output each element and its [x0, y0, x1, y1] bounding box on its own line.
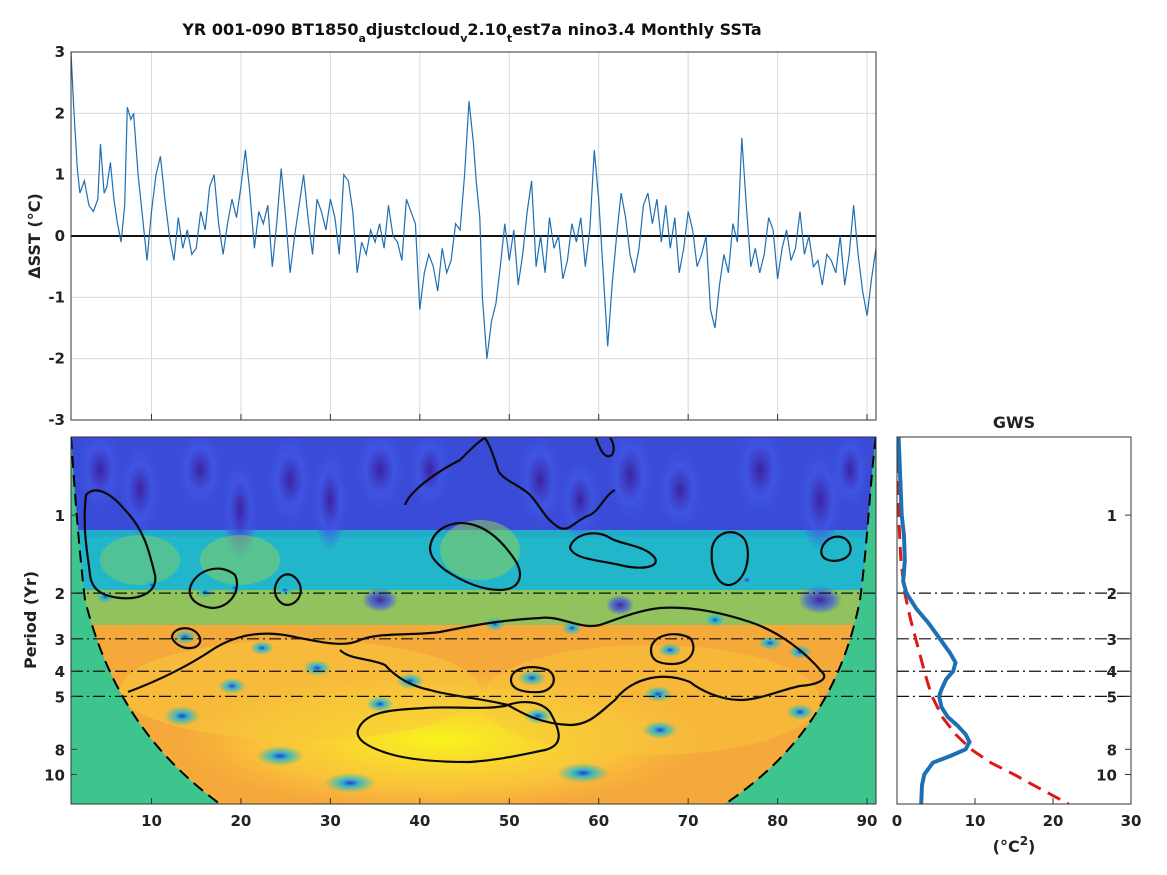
y-tick-label: 0 [55, 227, 65, 245]
y-tick-label: -2 [48, 350, 65, 368]
y-tick-label: 10 [44, 766, 65, 784]
y-tick-label: 5 [55, 688, 65, 706]
timeseries-tick-labels: -3 -2 -1 0 1 2 3 [48, 43, 868, 429]
x-tick-label: 30 [320, 812, 341, 830]
gws-x-axis-label: (°C2) [993, 834, 1036, 856]
x-tick-label: 20 [1043, 812, 1064, 830]
title-part: djustcloud [366, 20, 460, 39]
y-tick-label: 2 [55, 104, 65, 122]
y-tick-label: 5 [1107, 688, 1117, 706]
gws-plot-area [897, 437, 1131, 804]
timeseries-y-axis-label: ΔSST (°C) [25, 193, 44, 279]
sst-series-line [71, 52, 876, 359]
y-tick-label: -1 [48, 288, 65, 306]
wavelet-y-axis-label: Period (Yr) [21, 571, 40, 669]
y-tick-label: 1 [1107, 507, 1117, 525]
title-part: a [358, 32, 365, 45]
y-tick-label: 2 [1107, 585, 1117, 603]
y-tick-label: 10 [1096, 766, 1117, 784]
cone-of-influence-right [724, 437, 876, 804]
gws-panel: 0 10 20 30 1 2 3 4 5 8 10 GWS (°C2) [892, 413, 1142, 856]
gws-tick-labels: 0 10 20 30 1 2 3 4 5 8 10 [892, 507, 1142, 830]
x-tick-label: 80 [767, 812, 788, 830]
significance-contours [83, 437, 852, 764]
gws-significance-curve [897, 437, 1070, 804]
cone-left-region [71, 437, 220, 804]
x-tick-label: 10 [965, 812, 986, 830]
cone-right-region [725, 437, 876, 804]
title-part: est7a nino3.4 Monthly SSTa [512, 20, 762, 39]
x-tick-label: 90 [857, 812, 878, 830]
wavelet-frame [70, 436, 877, 805]
timeseries-panel: -3 -2 -1 0 1 2 3 ΔSST (°C) [25, 43, 877, 429]
x-tick-label: 30 [1121, 812, 1142, 830]
wavelet-tick-labels: 10 20 30 40 50 60 70 80 90 1 2 3 4 5 8 10 [44, 507, 877, 830]
y-tick-label: 4 [1107, 663, 1117, 681]
x-tick-label: 70 [678, 812, 699, 830]
x-tick-label: 40 [409, 812, 430, 830]
title-part: YR 001-090 BT1850 [181, 20, 358, 39]
gws-frame [896, 436, 1132, 805]
cone-of-influence-left [71, 437, 221, 804]
title-part: v [460, 32, 468, 45]
y-tick-label: 3 [1107, 631, 1117, 649]
y-tick-label: 3 [55, 43, 65, 61]
gws-title: GWS [993, 413, 1035, 432]
y-tick-label: 8 [55, 741, 65, 759]
wavelet-power-map [71, 437, 876, 804]
y-tick-label: 1 [55, 166, 65, 184]
y-tick-label: 2 [55, 585, 65, 603]
x-tick-label: 20 [231, 812, 252, 830]
x-tick-label: 10 [141, 812, 162, 830]
wavelet-panel: 10 20 30 40 50 60 70 80 90 1 2 3 4 5 8 10 Period (Yr) [21, 436, 877, 830]
y-tick-label: 1 [55, 507, 65, 525]
x-tick-label: 0 [892, 812, 902, 830]
x-tick-label: 60 [588, 812, 609, 830]
gws-reference-period-lines [897, 592, 1131, 697]
y-tick-label: -3 [48, 411, 65, 429]
wavelet-reference-period-lines [71, 592, 876, 697]
timeseries-frame [70, 51, 877, 421]
y-tick-label: 3 [55, 631, 65, 649]
title-part: 2.10 [467, 20, 506, 39]
x-tick-label: 50 [499, 812, 520, 830]
figure-title: YR 001-090 BT1850adjustcloudv2.10test7a … [181, 20, 761, 45]
title-part: t [507, 32, 512, 45]
gws-power-curve [897, 437, 972, 804]
y-tick-label: 8 [1107, 741, 1117, 759]
y-tick-label: 4 [55, 663, 65, 681]
